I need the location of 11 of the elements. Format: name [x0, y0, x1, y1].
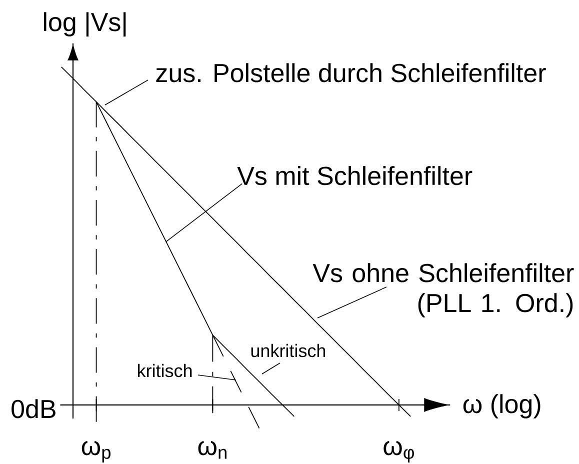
annotation: Vs mit Schleifenfilter: [237, 166, 472, 186]
series-label: Vs ohne Schleifenfilter (PLL 1. Ord.): [312, 263, 574, 318]
text: 0dB: [12, 399, 56, 418]
x-tick-label: ω$_{p}$: [82, 440, 110, 462]
x-tick-label: ω$_{φ}$: [384, 440, 414, 462]
annotation: kritisch: [138, 364, 192, 378]
annotation: zus. Polstelle durch Schleifenfilter: [156, 63, 546, 82]
x-tick-label: ω$_{n}$: [198, 440, 226, 459]
annotation: unkritisch: [251, 344, 326, 358]
x-axis-title: ω (log): [463, 394, 540, 418]
y-axis-title: log |Vs|: [44, 12, 126, 37]
